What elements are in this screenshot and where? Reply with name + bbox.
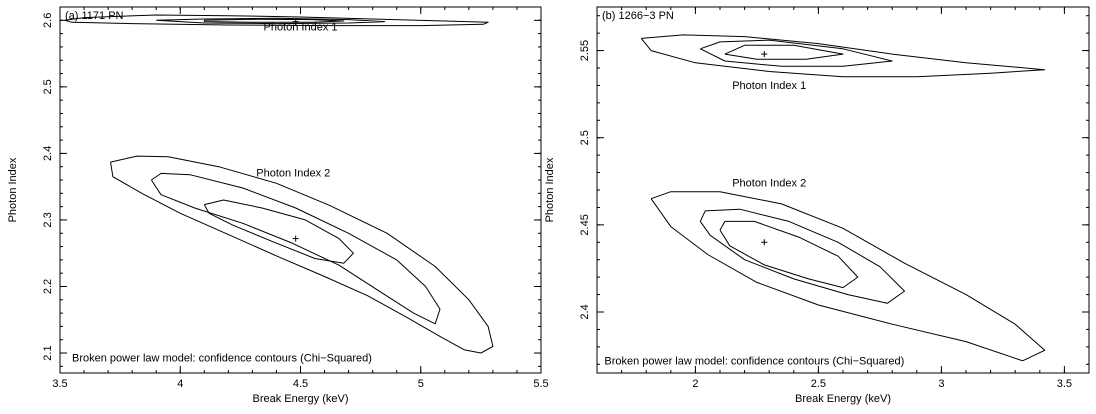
confidence-contour [156, 17, 386, 25]
best-fit-marker [292, 235, 299, 242]
y-tick-label: 2.4 [579, 304, 591, 319]
confidence-contour [640, 34, 1046, 78]
contour-label: Photon Index 1 [732, 80, 806, 92]
y-tick-label: 2.3 [42, 212, 54, 227]
y-tick-label: 2.45 [579, 214, 591, 235]
confidence-contour [64, 14, 489, 27]
confidence-contour [650, 191, 1046, 362]
confidence-contour [203, 18, 345, 23]
y-axis-label: Photon Index [7, 157, 19, 222]
best-fit-marker [292, 18, 299, 25]
best-fit-marker [761, 239, 768, 246]
panel-label: (b) 1266−3 PN [602, 10, 674, 22]
x-tick-label: 2 [692, 378, 698, 390]
x-axis-label: Break Energy (keV) [253, 393, 349, 405]
x-tick-label: 3.5 [52, 378, 67, 390]
y-tick-label: 2.5 [579, 130, 591, 145]
model-caption: Broken power law model: confidence conto… [604, 355, 904, 367]
y-tick-label: 2.5 [42, 79, 54, 94]
x-tick-label: 5 [418, 378, 424, 390]
y-tick-label: 2.2 [42, 279, 54, 294]
x-tick-label: 3.5 [1057, 378, 1072, 390]
y-tick-label: 2.1 [42, 345, 54, 360]
confidence-contour [700, 39, 893, 67]
confidence-contour [699, 208, 905, 304]
y-tick-label: 2.4 [42, 146, 54, 161]
panel-b: 2 2.5 3 3.5 2.4 2.45 2.5 2.55 Break Energy (keV)… [544, 6, 1090, 405]
contour-label: Photon Index 2 [256, 168, 330, 180]
best-fit-marker [761, 51, 768, 58]
x-tick-label: 5.5 [533, 378, 548, 390]
x-tick-label: 4 [177, 378, 183, 390]
x-axis-label: Break Energy (keV) [795, 393, 891, 405]
x-tick-label: 2.5 [811, 378, 826, 390]
confidence-contour [724, 44, 844, 60]
panel-a: 3.5 4 4.5 5 5.5 2.1 2.2 2.3 2.4 2.5 2.6 Break Energ… [7, 6, 549, 405]
y-tick-label: 2.55 [579, 40, 591, 61]
confidence-contour [110, 155, 494, 354]
model-caption: Broken power law model: confidence conto… [72, 353, 372, 365]
confidence-contour [719, 220, 859, 289]
x-tick-label: 4.5 [293, 378, 308, 390]
confidence-contour [150, 172, 441, 325]
confidence-contour [203, 199, 354, 264]
contour-label: Photon Index 2 [732, 178, 806, 190]
panel-label: (a) 1171 PN [65, 10, 124, 22]
x-tick-label: 3 [938, 378, 944, 390]
contour-label: Photon Index 1 [263, 21, 337, 33]
y-tick-label: 2.6 [42, 13, 54, 28]
plot-frame [59, 6, 542, 374]
y-axis-label: Photon Index [544, 157, 556, 222]
plot-frame [596, 6, 1090, 374]
